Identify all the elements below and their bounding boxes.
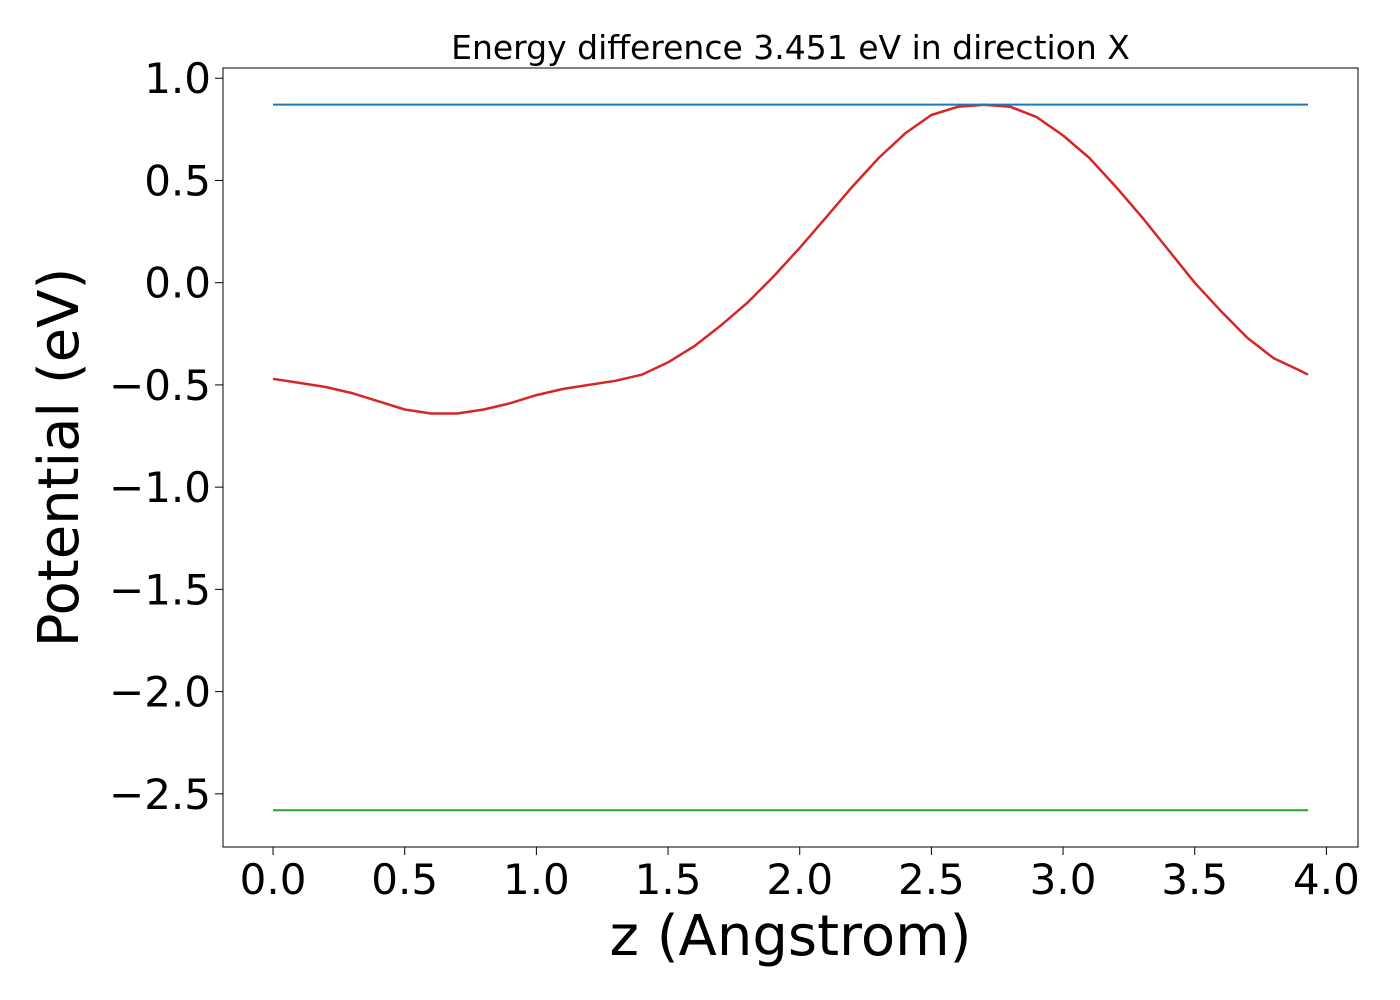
chart-title: Energy difference 3.451 eV in direction … [451,28,1130,67]
y-tick-label: −1.0 [109,463,211,512]
x-tick-label: 0.5 [371,855,438,904]
plot-lines [272,103,1309,812]
x-tick-label: 0.0 [240,855,307,904]
series-line-0 [272,103,1309,415]
x-tick-label: 2.0 [766,855,833,904]
x-axis-label: z (Angstrom) [610,904,972,969]
x-axis-ticks: 0.0 0.5 1.0 1.5 2.0 2.5 3.0 3.5 4.0 [240,847,1360,904]
plot-frame [222,67,1359,848]
x-tick-label: 3.5 [1161,855,1228,904]
x-tick-label: 1.5 [635,855,702,904]
y-tick-label: −1.5 [109,565,211,614]
y-tick-label: 0.0 [144,259,211,308]
x-tick-label: 4.0 [1293,855,1360,904]
x-tick-label: 3.0 [1030,855,1097,904]
x-tick-label: 2.5 [898,855,965,904]
y-tick-label: −2.5 [109,770,211,819]
y-axis-label: Potential (eV) [27,268,92,648]
x-tick-label: 1.0 [503,855,570,904]
y-axis-ticks: 1.0 0.5 0.0 −0.5 −1.0 −1.5 −2.0 −2.5 [109,54,223,819]
y-tick-label: 1.0 [144,54,211,103]
y-tick-label: −0.5 [109,361,211,410]
y-tick-label: 0.5 [144,156,211,205]
y-tick-label: −2.0 [109,668,211,717]
